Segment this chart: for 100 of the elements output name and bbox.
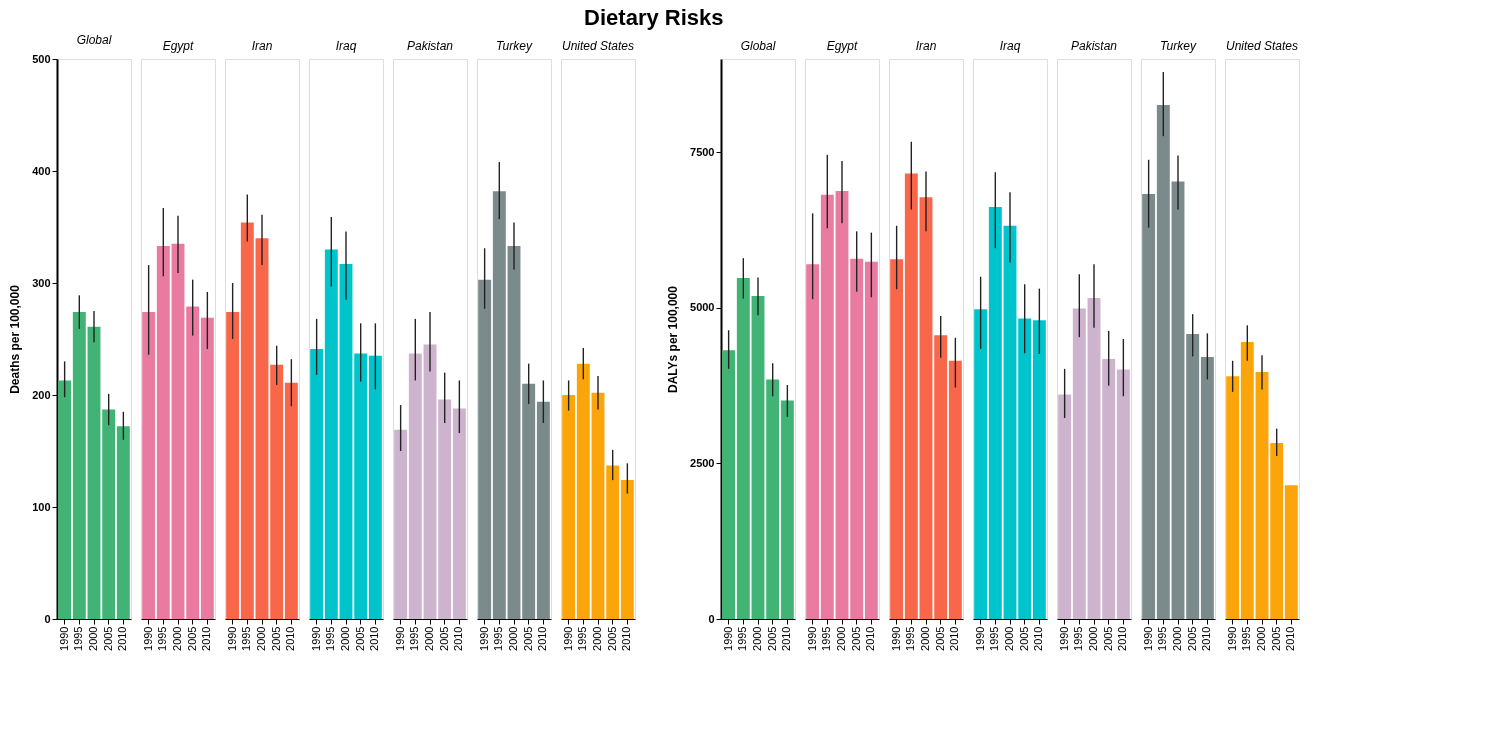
bar (1032, 320, 1046, 619)
x-tick-label: 1995 (1156, 626, 1169, 651)
bar (1186, 334, 1200, 619)
x-tick-label: 1990 (889, 626, 902, 651)
x-tick-label: 2010 (368, 626, 381, 651)
bar (1018, 318, 1032, 619)
bar (934, 335, 948, 619)
x-tick-label: 1995 (324, 626, 337, 651)
y-tick-label: 7500 (690, 145, 715, 158)
bar (1116, 369, 1130, 619)
x-tick-label: 1995 (820, 626, 833, 651)
text: Dietary Risks (584, 4, 724, 30)
x-tick-label: 2005 (521, 626, 534, 651)
x-tick-label: 1990 (477, 626, 490, 651)
bar (1171, 181, 1185, 619)
x-tick-label: 1995 (72, 626, 85, 651)
bar (1240, 342, 1254, 619)
y-axis-title: DALYs per 100,000 (666, 285, 681, 393)
x-tick-label: 2005 (1269, 626, 1282, 651)
chart-title: Global (76, 33, 112, 47)
x-tick-label: 2005 (185, 626, 198, 651)
x-tick-label: 2005 (933, 626, 946, 651)
x-tick-label: 1990 (57, 626, 70, 651)
chart-title: Iran (915, 39, 937, 53)
x-tick-label: 2000 (339, 626, 351, 651)
bar (156, 246, 170, 619)
x-tick-label: 1990 (805, 626, 818, 651)
x-tick-label: 1995 (1072, 626, 1085, 651)
bar (751, 296, 765, 619)
bar (200, 317, 214, 619)
chart-title: Pakistan (1070, 39, 1118, 53)
x-tick-label: 1990 (721, 626, 734, 651)
bar (339, 263, 353, 619)
bar (1255, 371, 1269, 619)
bar (394, 429, 408, 619)
bar (507, 246, 521, 619)
bar (522, 383, 536, 619)
bar (1270, 442, 1284, 619)
bar (284, 382, 298, 619)
chart-title: Iran (251, 39, 273, 53)
x-tick-label: 1995 (904, 626, 917, 651)
x-tick-label: 1990 (1057, 626, 1070, 651)
bar (1087, 297, 1101, 619)
y-tick-label: 300 (32, 276, 51, 289)
x-tick-label: 2010 (116, 626, 129, 651)
x-tick-label: 2000 (591, 626, 603, 651)
chart-title: Iraq (335, 39, 357, 53)
x-tick-label: 2005 (101, 626, 114, 651)
bar (58, 380, 72, 619)
bar (1226, 376, 1240, 619)
x-tick-label: 2010 (1284, 626, 1297, 651)
chart-title: Turkey (496, 39, 533, 53)
x-tick-label: 1990 (225, 626, 238, 651)
x-tick-label: 2010 (948, 626, 961, 651)
bar (988, 207, 1002, 619)
bar (492, 191, 506, 619)
bar (591, 392, 605, 619)
bar (226, 312, 240, 619)
y-tick-label: 400 (32, 164, 51, 177)
x-tick-label: 2010 (1200, 626, 1213, 651)
chart-title: United States (1225, 39, 1299, 53)
y-tick-label: 0 (708, 612, 715, 625)
bar (186, 306, 200, 619)
x-tick-label: 1990 (1225, 626, 1238, 651)
bar (974, 309, 988, 619)
x-tick-label: 2005 (269, 626, 282, 651)
bar (562, 395, 576, 619)
chart-title: Turkey (1160, 39, 1197, 53)
x-tick-label: 2010 (1032, 626, 1045, 651)
bar (780, 400, 794, 619)
bar (1072, 308, 1086, 619)
y-axis-title: Deaths per 100,000 (8, 284, 23, 394)
bar (478, 279, 492, 619)
x-tick-label: 2000 (1171, 626, 1183, 651)
x-tick-label: 2000 (1003, 626, 1015, 651)
bar (324, 249, 338, 619)
x-tick-label: 1995 (988, 626, 1001, 651)
x-tick-label: 1990 (1141, 626, 1154, 651)
x-tick-label: 2000 (87, 626, 99, 651)
x-tick-label: 2010 (284, 626, 297, 651)
bar (904, 173, 918, 619)
y-tick-label: 100 (32, 500, 51, 513)
x-tick-label: 2000 (751, 626, 763, 651)
bar (1156, 105, 1170, 619)
bar (850, 258, 864, 619)
x-tick-label: 2000 (835, 626, 847, 651)
x-tick-label: 2005 (605, 626, 618, 651)
x-tick-label: 2000 (919, 626, 931, 651)
bar (536, 401, 550, 619)
x-tick-label: 1995 (1240, 626, 1253, 651)
x-tick-label: 2000 (423, 626, 435, 651)
bar (1284, 485, 1298, 619)
x-tick-label: 2010 (1116, 626, 1129, 651)
bar (722, 350, 736, 619)
x-tick-label: 2005 (437, 626, 450, 651)
x-tick-label: 2000 (1087, 626, 1099, 651)
x-tick-label: 1995 (576, 626, 589, 651)
x-tick-label: 2000 (171, 626, 183, 651)
bar (1058, 394, 1072, 619)
bar (620, 480, 634, 619)
